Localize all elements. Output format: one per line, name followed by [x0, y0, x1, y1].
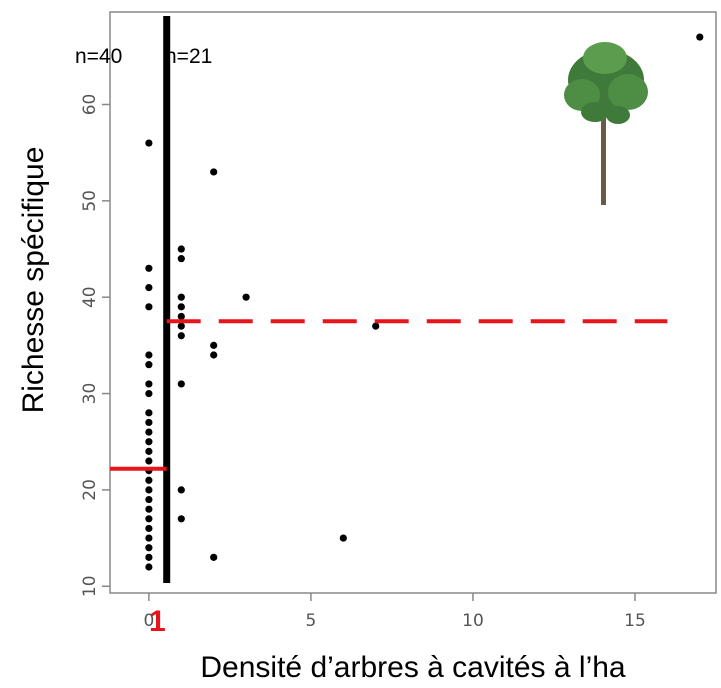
data-point [145, 303, 153, 311]
data-point [177, 255, 185, 263]
plot-frame [109, 11, 717, 594]
data-point [145, 447, 153, 455]
data-point [177, 322, 185, 330]
x-tick-label: 0 [143, 611, 154, 631]
data-point [145, 553, 153, 561]
data-point [242, 293, 250, 301]
data-point [145, 563, 153, 571]
y-tick-label: 50 [80, 190, 100, 212]
data-point [177, 332, 185, 340]
tree-icon [564, 42, 648, 205]
data-point [145, 505, 153, 513]
data-point [145, 428, 153, 436]
data-point [145, 438, 153, 446]
y-axis-title: Richesse spécifique [17, 147, 50, 414]
data-points [145, 33, 704, 571]
data-point [210, 553, 218, 561]
data-point [145, 534, 153, 542]
data-point [177, 245, 185, 253]
data-point [177, 380, 185, 388]
data-point [145, 544, 153, 552]
y-tick-label: 60 [80, 94, 100, 116]
group-label-left: n=40 [75, 45, 122, 68]
data-point [145, 476, 153, 484]
y-tick-label: 20 [80, 479, 100, 501]
reference-lines [110, 16, 668, 583]
x-tick-label: 15 [624, 611, 646, 631]
data-point [177, 293, 185, 301]
data-point [145, 139, 153, 147]
data-point [145, 418, 153, 427]
data-point [177, 312, 185, 321]
data-point [145, 351, 153, 359]
data-point [372, 322, 380, 330]
data-point [210, 168, 218, 176]
data-point [145, 380, 153, 388]
data-point [145, 283, 153, 292]
y-axis: 10 20 30 40 50 60 [80, 94, 110, 597]
data-point [177, 303, 185, 311]
data-point [145, 409, 153, 417]
x-tick-label: 10 [462, 611, 484, 631]
data-point [145, 361, 153, 369]
y-tick-label: 40 [80, 286, 100, 308]
x-axis-title: Densité d’arbres à cavités à l’ha [200, 651, 626, 684]
y-tick-label: 30 [80, 383, 100, 405]
data-point [145, 457, 153, 465]
data-point [210, 351, 218, 359]
y-tick-label: 10 [80, 575, 100, 597]
data-point [177, 486, 185, 494]
group-label-right: n=21 [165, 45, 212, 68]
x-axis: 0 5 10 15 [143, 593, 646, 631]
data-point [145, 264, 153, 272]
threshold-label: 1 [149, 605, 166, 638]
data-point [696, 33, 704, 41]
data-point [145, 495, 153, 504]
x-tick-label: 5 [306, 611, 317, 631]
data-point [145, 524, 153, 533]
data-point [145, 389, 153, 398]
data-point [339, 534, 347, 542]
data-point [210, 341, 218, 349]
data-point [145, 486, 153, 494]
data-point [177, 515, 185, 523]
data-point [145, 515, 153, 523]
